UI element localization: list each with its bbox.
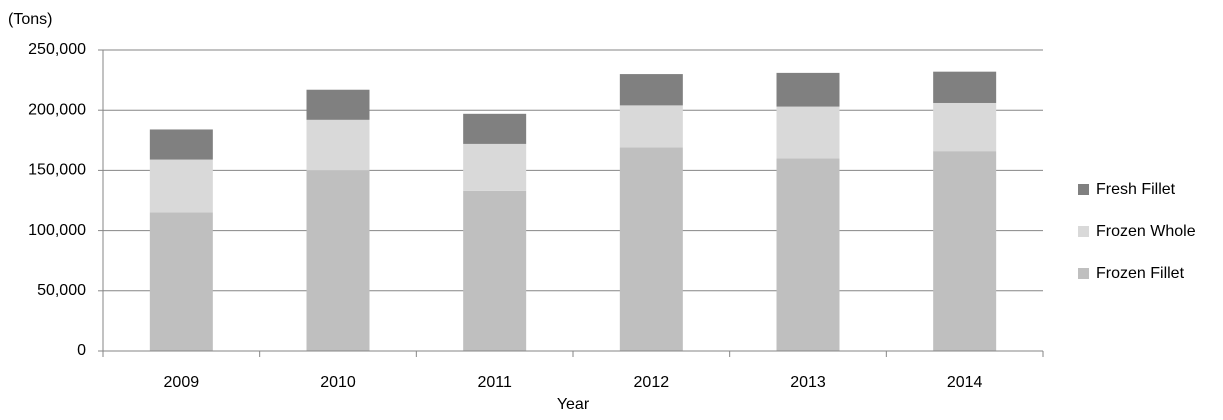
bar-segment xyxy=(933,151,997,351)
legend-swatch xyxy=(1078,226,1089,237)
y-tick-label: 200,000 xyxy=(28,101,86,118)
x-tick-label: 2009 xyxy=(164,374,200,391)
bar-segment xyxy=(463,143,527,191)
x-axis-label: Year xyxy=(557,396,590,413)
bar-segment xyxy=(306,119,370,171)
bar-segment xyxy=(619,147,683,351)
y-tick-label: 150,000 xyxy=(28,162,86,179)
bar-segment xyxy=(306,170,370,351)
x-tick-label: 2014 xyxy=(947,374,983,391)
legend-label: Fresh Fillet xyxy=(1096,181,1176,198)
bar-segment xyxy=(933,102,997,152)
y-tick-label: 0 xyxy=(77,342,86,359)
legend-swatch xyxy=(1078,268,1089,279)
bar-segment xyxy=(149,129,213,160)
x-tick-label: 2012 xyxy=(634,374,670,391)
bar-segment xyxy=(463,190,527,351)
bar-segment xyxy=(933,71,997,103)
bar-segment xyxy=(463,113,527,144)
legend-label: Frozen Fillet xyxy=(1096,265,1185,282)
y-tick-label: 50,000 xyxy=(37,282,86,299)
bar-segment xyxy=(306,89,370,120)
bar-segment xyxy=(776,106,840,159)
x-tick-label: 2013 xyxy=(790,374,826,391)
bar-segment xyxy=(149,212,213,351)
x-tick-label: 2010 xyxy=(320,374,356,391)
bar-segment xyxy=(619,105,683,148)
bar-segment xyxy=(149,159,213,213)
y-tick-label: 250,000 xyxy=(28,41,86,58)
legend-swatch xyxy=(1078,184,1089,195)
bar-segment xyxy=(619,74,683,106)
bar-segment xyxy=(776,158,840,351)
x-tick-label: 2011 xyxy=(477,374,512,391)
y-unit: (Tons) xyxy=(8,11,52,28)
y-tick-label: 100,000 xyxy=(28,222,86,239)
bar-segment xyxy=(776,72,840,107)
legend-label: Frozen Whole xyxy=(1096,223,1196,240)
